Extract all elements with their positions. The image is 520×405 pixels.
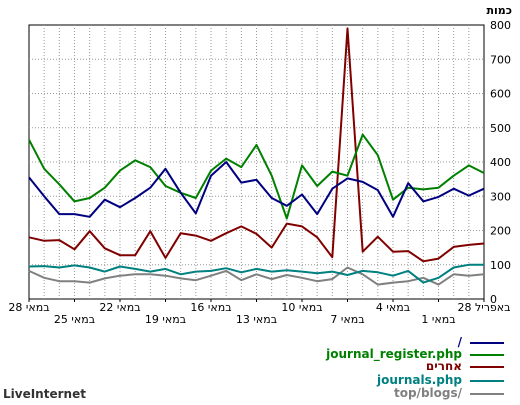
- legend-label: journals.php: [377, 373, 462, 387]
- legend-swatch: [470, 393, 504, 395]
- legend-label: אחרים: [425, 359, 462, 373]
- x-tick-label: 28 באפריל: [457, 301, 510, 314]
- legend-item-journal-register: journal_register.php: [0, 347, 520, 363]
- series-line: [28, 263, 484, 284]
- series-line: [28, 161, 485, 218]
- y-tick-label: 0: [490, 293, 497, 306]
- x-axis-ticks: 28 במאי 25 במאי 22 במאי 19 במאי 16 במאי 13 במ…: [8, 299, 511, 326]
- x-tick-label: 1 במאי: [421, 313, 455, 326]
- x-tick-label: 28 במאי: [8, 301, 49, 314]
- legend-label: top/blogs/: [393, 386, 462, 400]
- y-tick-label: 500: [490, 122, 511, 135]
- plot-area: [28, 24, 485, 300]
- legend-item-others: אחרים: [0, 359, 520, 375]
- y-tick-label: 600: [490, 88, 511, 101]
- x-tick-label: 19 במאי: [145, 313, 186, 326]
- legend-label: journal_register.php: [326, 347, 462, 361]
- legend-swatch: [470, 342, 504, 344]
- x-tick-label: 7 במאי: [330, 313, 364, 326]
- legend-swatch: [470, 354, 504, 356]
- legend-item-journals: journals.php: [0, 373, 520, 389]
- x-tick-label: 4 במאי: [376, 301, 410, 314]
- y-tick-label: 200: [490, 225, 511, 238]
- series-line: [28, 133, 485, 220]
- legend-item-root: /: [0, 335, 520, 351]
- data-series: [28, 27, 485, 286]
- y-tick-label: 800: [490, 19, 511, 32]
- y-tick-label: 400: [490, 156, 511, 169]
- brand-logo-text: LiveInternet: [3, 387, 86, 401]
- series-line: [28, 27, 485, 263]
- x-tick-label: 10 במאי: [281, 301, 322, 314]
- legend-swatch: [470, 380, 504, 382]
- x-tick-label: 13 במאי: [236, 313, 277, 326]
- y-tick-label: 700: [490, 53, 511, 66]
- x-tick-label: 25 במאי: [54, 313, 95, 326]
- legend-item-top-blogs: top/blogs/: [0, 386, 520, 402]
- series-line: [28, 266, 485, 286]
- y-tick-label: 300: [490, 190, 511, 203]
- legend-label: /: [457, 335, 462, 349]
- x-tick-label: 22 במאי: [99, 301, 140, 314]
- grid-lines: [29, 25, 484, 299]
- y-axis-ticks: 0 100 200 300 400 500 600 700 800: [490, 19, 511, 306]
- y-tick-label: 100: [490, 259, 511, 272]
- legend-swatch: [470, 366, 504, 368]
- y-axis-label: כמות: [487, 4, 512, 17]
- x-tick-label: 16 במאי: [190, 301, 231, 314]
